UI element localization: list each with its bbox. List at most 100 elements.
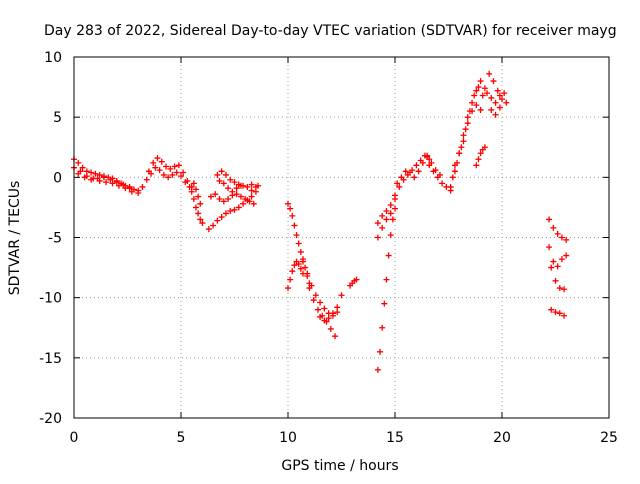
data-point (192, 186, 199, 193)
data-point (312, 292, 319, 299)
data-point (248, 181, 255, 188)
series-top-a (486, 70, 510, 106)
data-point (195, 193, 202, 200)
data-point (122, 185, 129, 192)
data-point (499, 96, 505, 103)
data-point (231, 179, 238, 186)
data-point (458, 144, 465, 151)
data-point (150, 159, 157, 166)
data-point (546, 244, 553, 251)
data-point (379, 224, 386, 231)
data-point (242, 195, 249, 202)
data-point (120, 181, 127, 188)
data-point (289, 268, 296, 275)
data-point (158, 158, 165, 165)
data-point (554, 263, 561, 270)
data-point (167, 165, 174, 172)
data-point (182, 179, 189, 186)
data-point (481, 144, 488, 151)
data-point (287, 205, 294, 212)
series-small-a (347, 276, 360, 289)
data-point (488, 106, 495, 113)
data-point (139, 183, 146, 190)
data-point (550, 258, 557, 265)
data-point (556, 285, 563, 292)
data-point (496, 92, 503, 99)
data-point (135, 189, 142, 196)
data-point (188, 188, 195, 195)
series-rise-c (426, 162, 454, 194)
data-point (186, 183, 193, 190)
data-point (103, 179, 110, 186)
data-point (148, 170, 155, 177)
data-point (460, 132, 467, 139)
data-point (197, 200, 204, 207)
data-point (222, 171, 229, 178)
data-point (353, 276, 360, 283)
series-dip-b (374, 205, 398, 241)
data-point (255, 182, 262, 189)
data-point (469, 108, 476, 115)
data-point (325, 315, 332, 322)
chart-title: Day 283 of 2022, Sidereal Day-to-day VTE… (44, 23, 617, 39)
tick-layer: 0 5 10 15 20 25 10 5 0 -5 -10 -15 -20 (39, 50, 618, 446)
series-late-b (546, 244, 570, 270)
data-point (299, 258, 306, 265)
series-mid-a (205, 188, 259, 233)
data-point (436, 171, 443, 178)
data-point (240, 200, 247, 207)
data-point (94, 175, 101, 182)
series-drop-a (186, 183, 206, 227)
data-point (402, 168, 409, 175)
x-tick-label: 5 (177, 430, 186, 446)
data-point (152, 164, 159, 171)
data-point (374, 366, 381, 373)
data-point (387, 210, 394, 217)
data-point (464, 120, 471, 127)
data-point (197, 216, 204, 223)
data-point (494, 87, 501, 94)
data-point (115, 182, 122, 189)
data-point (214, 171, 221, 178)
data-point (383, 276, 390, 283)
data-point (218, 214, 225, 221)
data-point (233, 185, 240, 192)
data-point (233, 191, 240, 198)
data-point (477, 106, 484, 113)
data-point (563, 252, 570, 259)
series-peak-d (473, 144, 488, 169)
data-point (552, 309, 559, 316)
data-point (396, 183, 403, 190)
data-point (244, 183, 251, 190)
data-point (227, 176, 234, 183)
data-point (210, 222, 217, 229)
data-point (447, 183, 454, 190)
data-point (490, 78, 497, 85)
data-point (212, 191, 219, 198)
data-point (192, 204, 199, 211)
data-point (306, 285, 313, 292)
data-point (88, 176, 95, 183)
series-late-d (548, 306, 568, 319)
data-point (432, 167, 439, 174)
y-tick-label: 5 (53, 110, 62, 126)
data-point (310, 297, 317, 304)
data-point (207, 193, 214, 200)
data-point (449, 174, 456, 181)
data-point (107, 176, 114, 183)
x-tick-label: 15 (386, 430, 404, 446)
data-point (237, 182, 244, 189)
data-point (561, 286, 568, 293)
data-point (563, 236, 570, 243)
data-point (304, 270, 311, 277)
data-point (113, 179, 120, 186)
data-point (561, 312, 568, 319)
data-point (96, 171, 103, 178)
data-point (473, 87, 480, 94)
data-point (285, 285, 291, 292)
data-point (334, 304, 341, 311)
x-tick-label: 0 (70, 430, 79, 446)
data-point (109, 180, 116, 187)
y-tick-label: -5 (48, 231, 62, 247)
